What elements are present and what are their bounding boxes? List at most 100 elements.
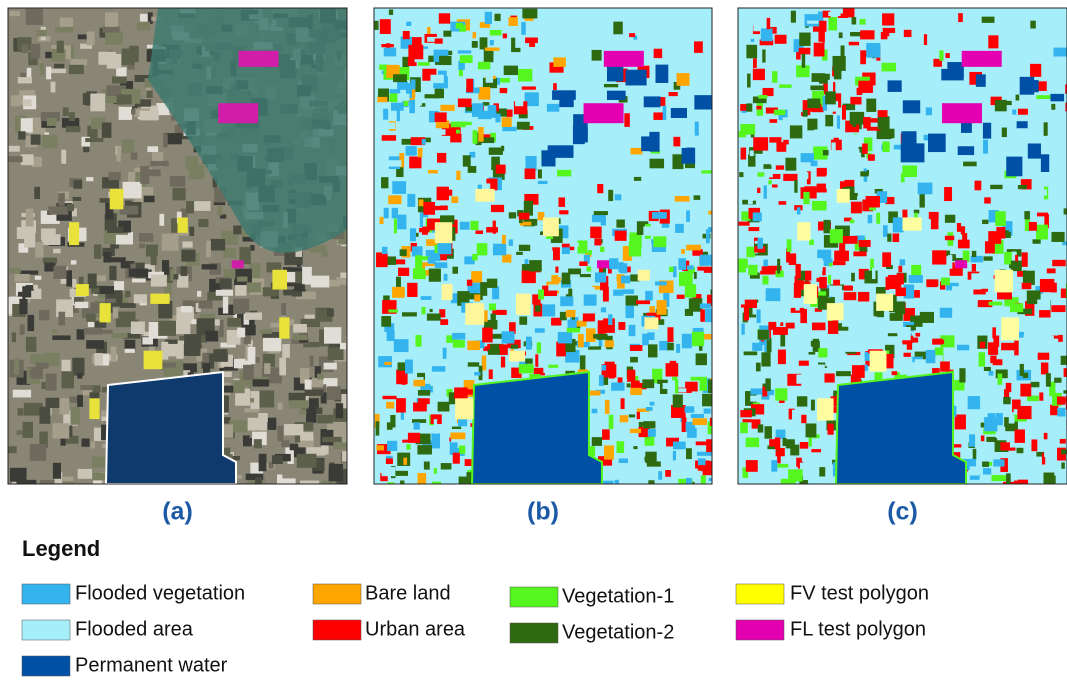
map-parcel (904, 30, 912, 37)
map-parcel (799, 361, 809, 366)
map-parcel (805, 271, 811, 281)
map-parcel (1035, 430, 1039, 433)
map-parcel (667, 343, 674, 350)
map-parcel (685, 309, 693, 316)
map-parcel (801, 153, 814, 162)
map-parcel (413, 403, 427, 412)
map-parcel (1037, 213, 1048, 217)
map-parcel (814, 43, 825, 57)
map-parcel (223, 297, 228, 314)
map-parcel (102, 122, 112, 137)
map-parcel (71, 260, 77, 264)
map-parcel (182, 241, 192, 247)
map-parcel (835, 337, 841, 345)
map-parcel (816, 369, 824, 381)
map-parcel (293, 334, 308, 340)
map-parcel (396, 398, 406, 412)
map-parcel (435, 89, 444, 98)
map-parcel (772, 71, 777, 83)
map-parcel (440, 206, 447, 211)
map-parcel (844, 286, 853, 291)
map-parcel (712, 266, 717, 277)
legend-swatch (313, 584, 361, 604)
map-fv-polygon (509, 351, 525, 362)
map-parcel (522, 264, 530, 271)
map-parcel (1030, 64, 1041, 77)
panel-label: (b) (527, 498, 559, 526)
map-parcel (547, 104, 559, 112)
map-parcel (993, 459, 1004, 466)
map-parcel (835, 484, 845, 493)
map-parcel (1044, 446, 1051, 457)
map-fv-polygon (804, 284, 817, 304)
map-parcel (465, 459, 472, 466)
map-parcel (400, 249, 407, 256)
map-parcel (763, 88, 774, 96)
map-parcel (441, 463, 452, 469)
map-parcel (427, 314, 441, 321)
map-parcel (387, 330, 395, 341)
map-parcel (893, 233, 900, 242)
map-parcel (982, 220, 988, 224)
map-parcel (990, 185, 1002, 189)
map-parcel (233, 299, 249, 314)
map-parcel (41, 228, 56, 239)
map-parcel (1019, 332, 1024, 338)
map-parcel (820, 313, 824, 321)
map-parcel (181, 250, 195, 262)
map-parcel (13, 390, 31, 398)
map-parcel (39, 407, 50, 424)
map-parcel (517, 122, 530, 130)
map-parcel (764, 169, 773, 178)
map-parcel (462, 359, 469, 367)
map-parcel (435, 112, 447, 122)
map-parcel (122, 139, 134, 153)
map-parcel (1044, 122, 1048, 135)
map-parcel (40, 63, 45, 75)
map-parcel (570, 243, 579, 247)
map-parcel (741, 148, 747, 160)
map-parcel (57, 41, 64, 53)
map-parcel (181, 306, 192, 312)
map-parcel (1039, 190, 1047, 196)
map-fv-polygon (465, 303, 484, 325)
map-fv-polygon (516, 294, 531, 315)
map-parcel (1006, 383, 1012, 392)
map-parcel (845, 342, 859, 352)
map-parcel (757, 310, 761, 323)
map-parcel (673, 266, 676, 277)
map-parcel (502, 235, 506, 244)
map-parcel (981, 435, 985, 441)
map-parcel (386, 402, 394, 409)
map-parcel (91, 442, 95, 449)
map-parcel (785, 158, 796, 171)
map-parcel (798, 346, 802, 358)
map-parcel (162, 234, 179, 251)
map-parcel (692, 332, 704, 346)
map-parcel (900, 259, 906, 265)
map-parcel (609, 258, 618, 269)
map-parcel (653, 236, 666, 247)
map-fv-polygon (144, 351, 163, 370)
map-parcel (81, 439, 89, 447)
map-parcel (810, 361, 818, 368)
map-parcel (788, 469, 803, 481)
map-parcel (490, 40, 494, 45)
map-parcel (450, 149, 455, 156)
map-parcel (473, 32, 477, 38)
map-parcel (775, 388, 787, 400)
map-parcel (502, 117, 512, 127)
map-parcel (80, 385, 93, 390)
map-parcel (829, 286, 842, 297)
map-parcel (491, 314, 496, 327)
map-parcel (21, 45, 28, 53)
map-parcel (1015, 429, 1025, 442)
map-parcel (69, 65, 84, 74)
map-parcel (467, 427, 473, 436)
legend-swatch (510, 623, 558, 643)
map-parcel (440, 105, 454, 111)
map-parcel (327, 386, 341, 400)
map-water-patch (649, 132, 659, 152)
map-fl-polygon (584, 103, 624, 123)
map-parcel (51, 82, 56, 93)
